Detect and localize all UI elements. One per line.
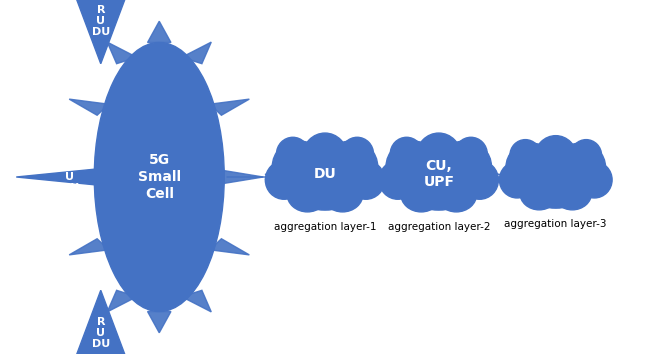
Polygon shape <box>72 0 130 64</box>
Ellipse shape <box>347 161 385 199</box>
Text: aggregation layer-2: aggregation layer-2 <box>387 222 490 232</box>
Text: R
U
DU: R U DU <box>92 5 110 37</box>
Ellipse shape <box>379 161 417 199</box>
Ellipse shape <box>506 143 556 190</box>
Ellipse shape <box>265 161 303 199</box>
Ellipse shape <box>454 137 488 171</box>
Text: CU,
UPF: CU, UPF <box>423 159 454 189</box>
Polygon shape <box>210 99 250 115</box>
Ellipse shape <box>94 42 224 312</box>
Polygon shape <box>107 42 137 64</box>
Ellipse shape <box>322 176 363 212</box>
Text: R
U
DU: R U DU <box>60 161 79 193</box>
Polygon shape <box>55 171 94 183</box>
Polygon shape <box>181 42 211 64</box>
Polygon shape <box>148 312 171 333</box>
Ellipse shape <box>439 141 491 192</box>
Ellipse shape <box>461 161 499 199</box>
Ellipse shape <box>341 137 374 171</box>
Ellipse shape <box>556 143 605 190</box>
Ellipse shape <box>272 141 325 192</box>
Ellipse shape <box>276 137 309 171</box>
Ellipse shape <box>436 176 477 212</box>
Ellipse shape <box>287 176 328 212</box>
Ellipse shape <box>325 141 378 192</box>
Ellipse shape <box>386 141 439 192</box>
Polygon shape <box>210 239 250 255</box>
Text: R
U
DU: R U DU <box>92 317 110 349</box>
Text: aggregation layer-3: aggregation layer-3 <box>504 219 607 229</box>
Polygon shape <box>69 99 109 115</box>
Polygon shape <box>16 167 114 187</box>
Ellipse shape <box>417 133 461 179</box>
Ellipse shape <box>517 146 594 208</box>
Polygon shape <box>107 290 137 312</box>
Ellipse shape <box>510 139 541 171</box>
Ellipse shape <box>303 133 347 179</box>
Bar <box>114 170 153 184</box>
Ellipse shape <box>284 144 366 210</box>
Text: 5G
Small
Cell: 5G Small Cell <box>138 153 181 201</box>
Ellipse shape <box>571 139 602 171</box>
Polygon shape <box>224 171 263 183</box>
Ellipse shape <box>398 144 480 210</box>
Polygon shape <box>181 290 211 312</box>
Polygon shape <box>72 290 130 354</box>
Ellipse shape <box>390 137 423 171</box>
Ellipse shape <box>553 176 592 210</box>
Text: aggregation layer-1: aggregation layer-1 <box>274 222 376 232</box>
Polygon shape <box>69 239 109 255</box>
Ellipse shape <box>520 176 558 210</box>
Polygon shape <box>148 21 171 42</box>
Ellipse shape <box>577 162 612 198</box>
Ellipse shape <box>535 136 577 179</box>
Ellipse shape <box>499 162 535 198</box>
Ellipse shape <box>400 176 442 212</box>
Text: DU: DU <box>313 167 337 181</box>
